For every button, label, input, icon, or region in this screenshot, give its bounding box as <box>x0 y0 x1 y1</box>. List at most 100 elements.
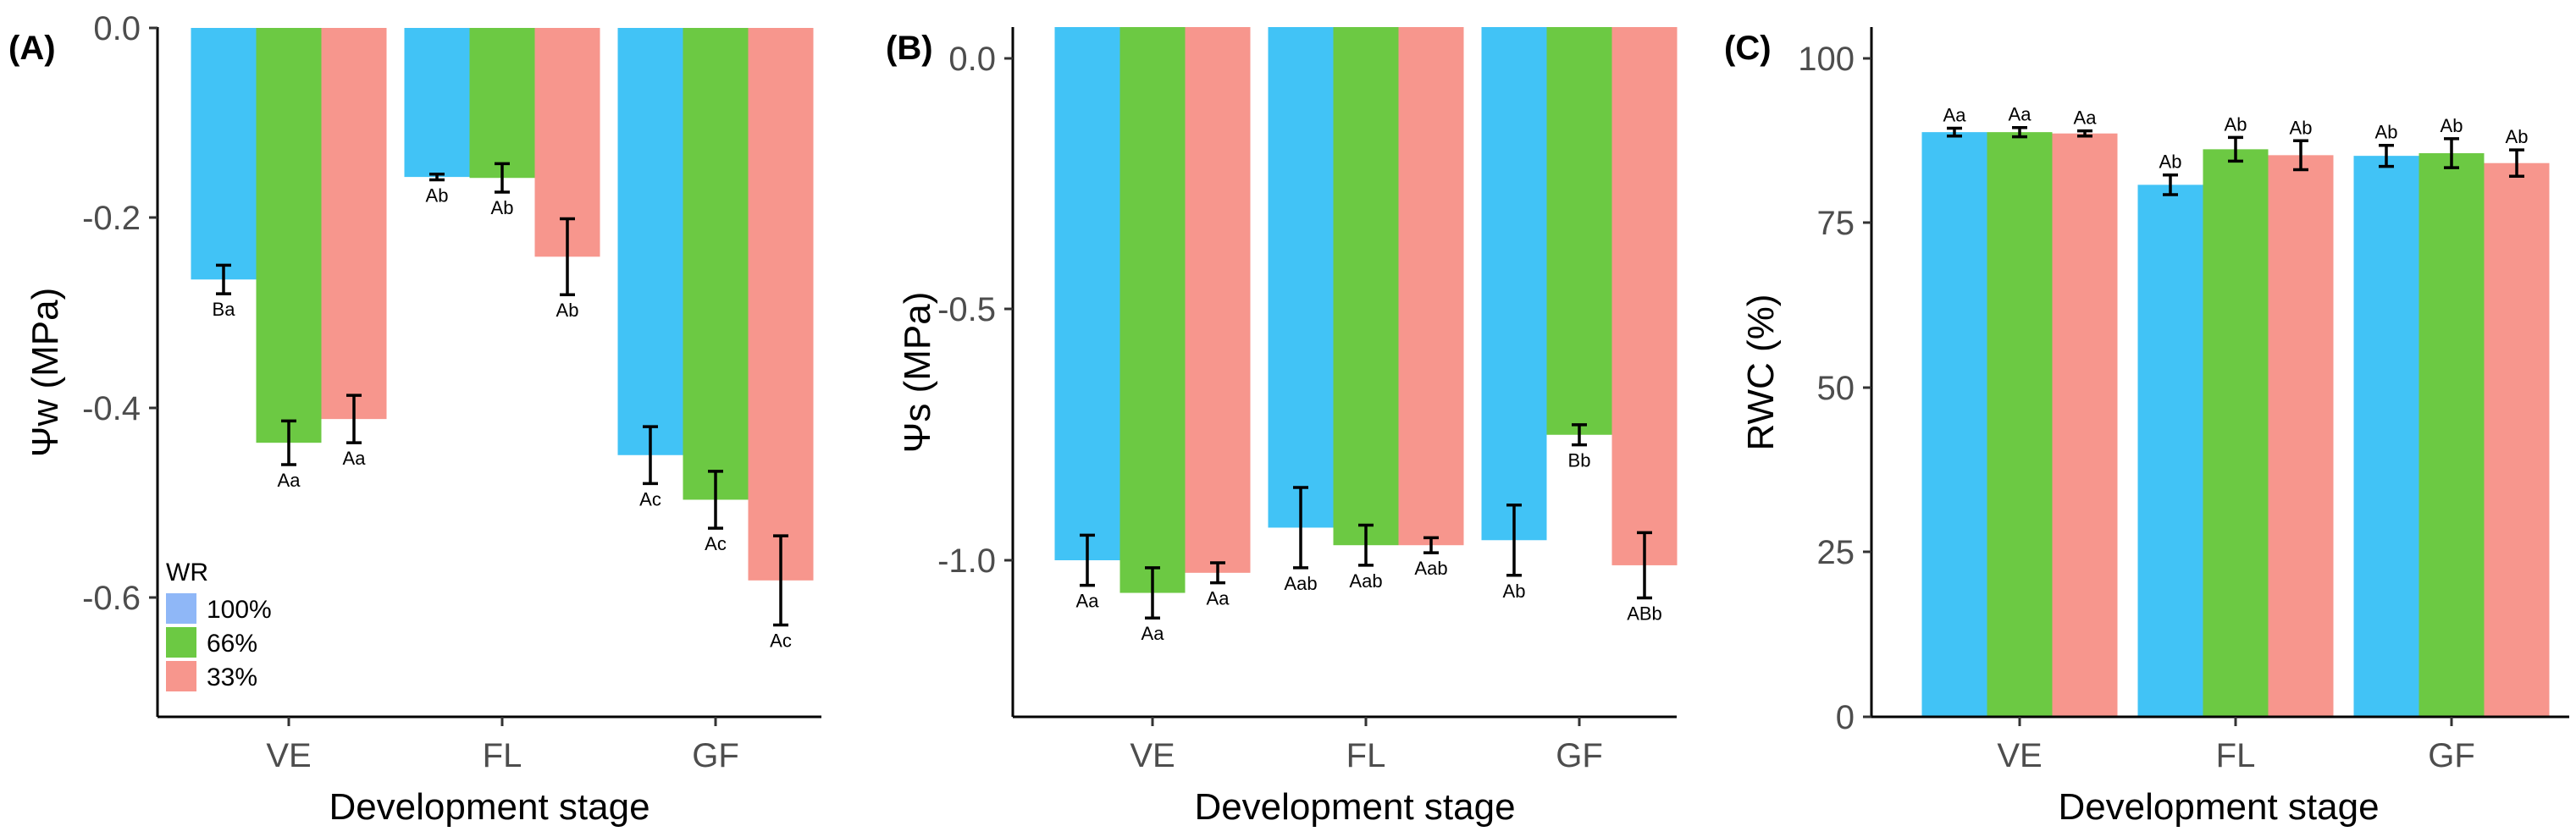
panel-a-x-ticks: VE FL GF <box>266 717 739 774</box>
panel-b-y-tick-label: -1.0 <box>937 542 996 580</box>
significance-label: Aa <box>1943 104 1967 125</box>
panel-b: (B) Aa Aab Ab Aa Aab Bb Aa Aab ABb 0.0 -0.5 -1.0… <box>886 27 1678 828</box>
error-bar <box>708 470 723 530</box>
error-bar <box>346 394 362 444</box>
bar-33pct-GF <box>748 28 814 581</box>
panel-b-y-tick-label: -0.5 <box>937 291 996 328</box>
legend: WR 100% 66% 33% <box>166 559 272 691</box>
panel-a-x-tick-label: GF <box>692 737 739 774</box>
significance-label: Aab <box>1414 558 1447 579</box>
panel-b-x-tick-label: VE <box>1130 737 1175 774</box>
error-bar <box>2379 143 2394 168</box>
error-bar <box>1145 566 1160 619</box>
panel-c-x-tick-label: GF <box>2428 737 2475 774</box>
bar-33pct-FL <box>2268 155 2334 718</box>
error-bar <box>1423 536 1439 554</box>
significance-label: ABb <box>1627 603 1662 624</box>
bar-66pct-FL <box>2203 149 2269 717</box>
panel-c-y-tick-label: 0 <box>1836 699 1855 736</box>
panel-b-x-title: Development stage <box>1194 786 1515 828</box>
panel-a-x-tick-label: VE <box>266 737 311 774</box>
panel-c-y-title: RWC (%) <box>1740 295 1782 451</box>
error-bar <box>2077 129 2092 138</box>
error-bar <box>1572 423 1587 447</box>
significance-label: Ab <box>426 184 449 206</box>
legend-key-100 <box>166 593 196 624</box>
significance-label: Ab <box>1503 581 1526 602</box>
bar-66pct-VE <box>1987 132 2053 718</box>
panel-c-x-tick-label: FL <box>2216 737 2256 774</box>
bar-100pct-GF <box>617 28 683 455</box>
error-bar <box>1947 126 1962 138</box>
panel-c-x-ticks: VE FL GF <box>1997 717 2475 774</box>
significance-label: Aa <box>2009 104 2032 125</box>
significance-label: Ab <box>2441 115 2463 136</box>
error-bar <box>1293 486 1308 570</box>
significance-label: Bb <box>1568 450 1591 471</box>
error-bar <box>1637 531 1652 600</box>
bar-33pct-VE <box>1185 27 1251 573</box>
significance-label: Aa <box>343 448 367 469</box>
panel-c-bars <box>1921 132 2550 718</box>
bar-33pct-VE <box>321 28 387 420</box>
legend-key-33 <box>166 661 196 691</box>
significance-label: Aa <box>1142 623 1165 644</box>
significance-label: Ab <box>2506 126 2529 147</box>
bar-100pct-GF <box>2353 156 2419 718</box>
legend-label-33: 33% <box>207 664 257 691</box>
error-bar <box>643 425 658 486</box>
panel-b-errorbars <box>1080 423 1652 619</box>
significance-label: Ac <box>705 533 727 554</box>
panel-b-label: (B) <box>886 30 933 67</box>
panel-a-x-tick-label: FL <box>483 737 522 774</box>
error-bar <box>560 217 575 296</box>
bar-66pct-FL <box>469 28 535 179</box>
panel-a-label: (A) <box>8 30 56 67</box>
panel-c-y-tick-label: 75 <box>1817 205 1855 242</box>
bar-100pct-FL <box>1268 27 1334 528</box>
error-bar <box>1358 523 1374 567</box>
bar-100pct-FL <box>404 28 470 178</box>
panel-c-x-title: Development stage <box>2058 786 2379 828</box>
bar-100pct-VE <box>1921 132 1987 718</box>
significance-label: Ac <box>639 488 661 509</box>
significance-label: Ab <box>2375 122 2398 143</box>
error-bar <box>2293 139 2308 172</box>
bar-100pct-GF <box>1481 27 1547 541</box>
error-bar <box>2012 125 2027 139</box>
panel-c-errorbars <box>1947 125 2524 196</box>
significance-label: Aa <box>278 470 301 491</box>
panel-b-y-ticks: 0.0 -0.5 -1.0 <box>937 41 1013 580</box>
error-bar <box>2163 173 2178 196</box>
error-bar <box>2509 148 2524 179</box>
panel-b-x-tick-label: GF <box>1556 737 1603 774</box>
significance-label: Aab <box>1349 570 1382 592</box>
panel-a-y-ticks: 0.0 -0.2 -0.4 -0.6 <box>82 10 158 617</box>
bar-33pct-VE <box>2052 133 2118 717</box>
panel-b-x-ticks: VE FL GF <box>1130 717 1603 774</box>
bar-33pct-GF <box>1611 27 1678 565</box>
panel-a-y-tick-label: -0.2 <box>82 200 141 237</box>
significance-label: Ab <box>556 300 579 321</box>
significance-label: Ab <box>2159 151 2182 173</box>
panel-c-y-tick-label: 100 <box>1798 41 1855 78</box>
panel-a-y-tick-label: 0.0 <box>93 10 141 47</box>
legend-label-100: 100% <box>207 596 272 624</box>
legend-key-66 <box>166 627 196 658</box>
panel-a-x-title: Development stage <box>329 786 650 828</box>
bar-100pct-VE <box>191 28 257 280</box>
bar-100pct-VE <box>1054 27 1120 560</box>
significance-label: Ba <box>213 299 236 320</box>
legend-label-66: 66% <box>207 630 257 658</box>
bar-66pct-GF <box>2418 153 2485 718</box>
bar-66pct-GF <box>1546 27 1612 435</box>
significance-label: Aa <box>1207 588 1230 609</box>
error-bar <box>773 534 788 627</box>
bar-33pct-GF <box>2484 162 2550 717</box>
significance-label: Ac <box>770 631 792 652</box>
panel-a-sig-labels: Ba Ab Ac Aa Ab Ac Aa Ab Ac <box>213 184 792 651</box>
significance-label: Ab <box>491 197 514 218</box>
significance-label: Aab <box>1284 573 1317 594</box>
panel-b-bars <box>1054 27 1678 593</box>
